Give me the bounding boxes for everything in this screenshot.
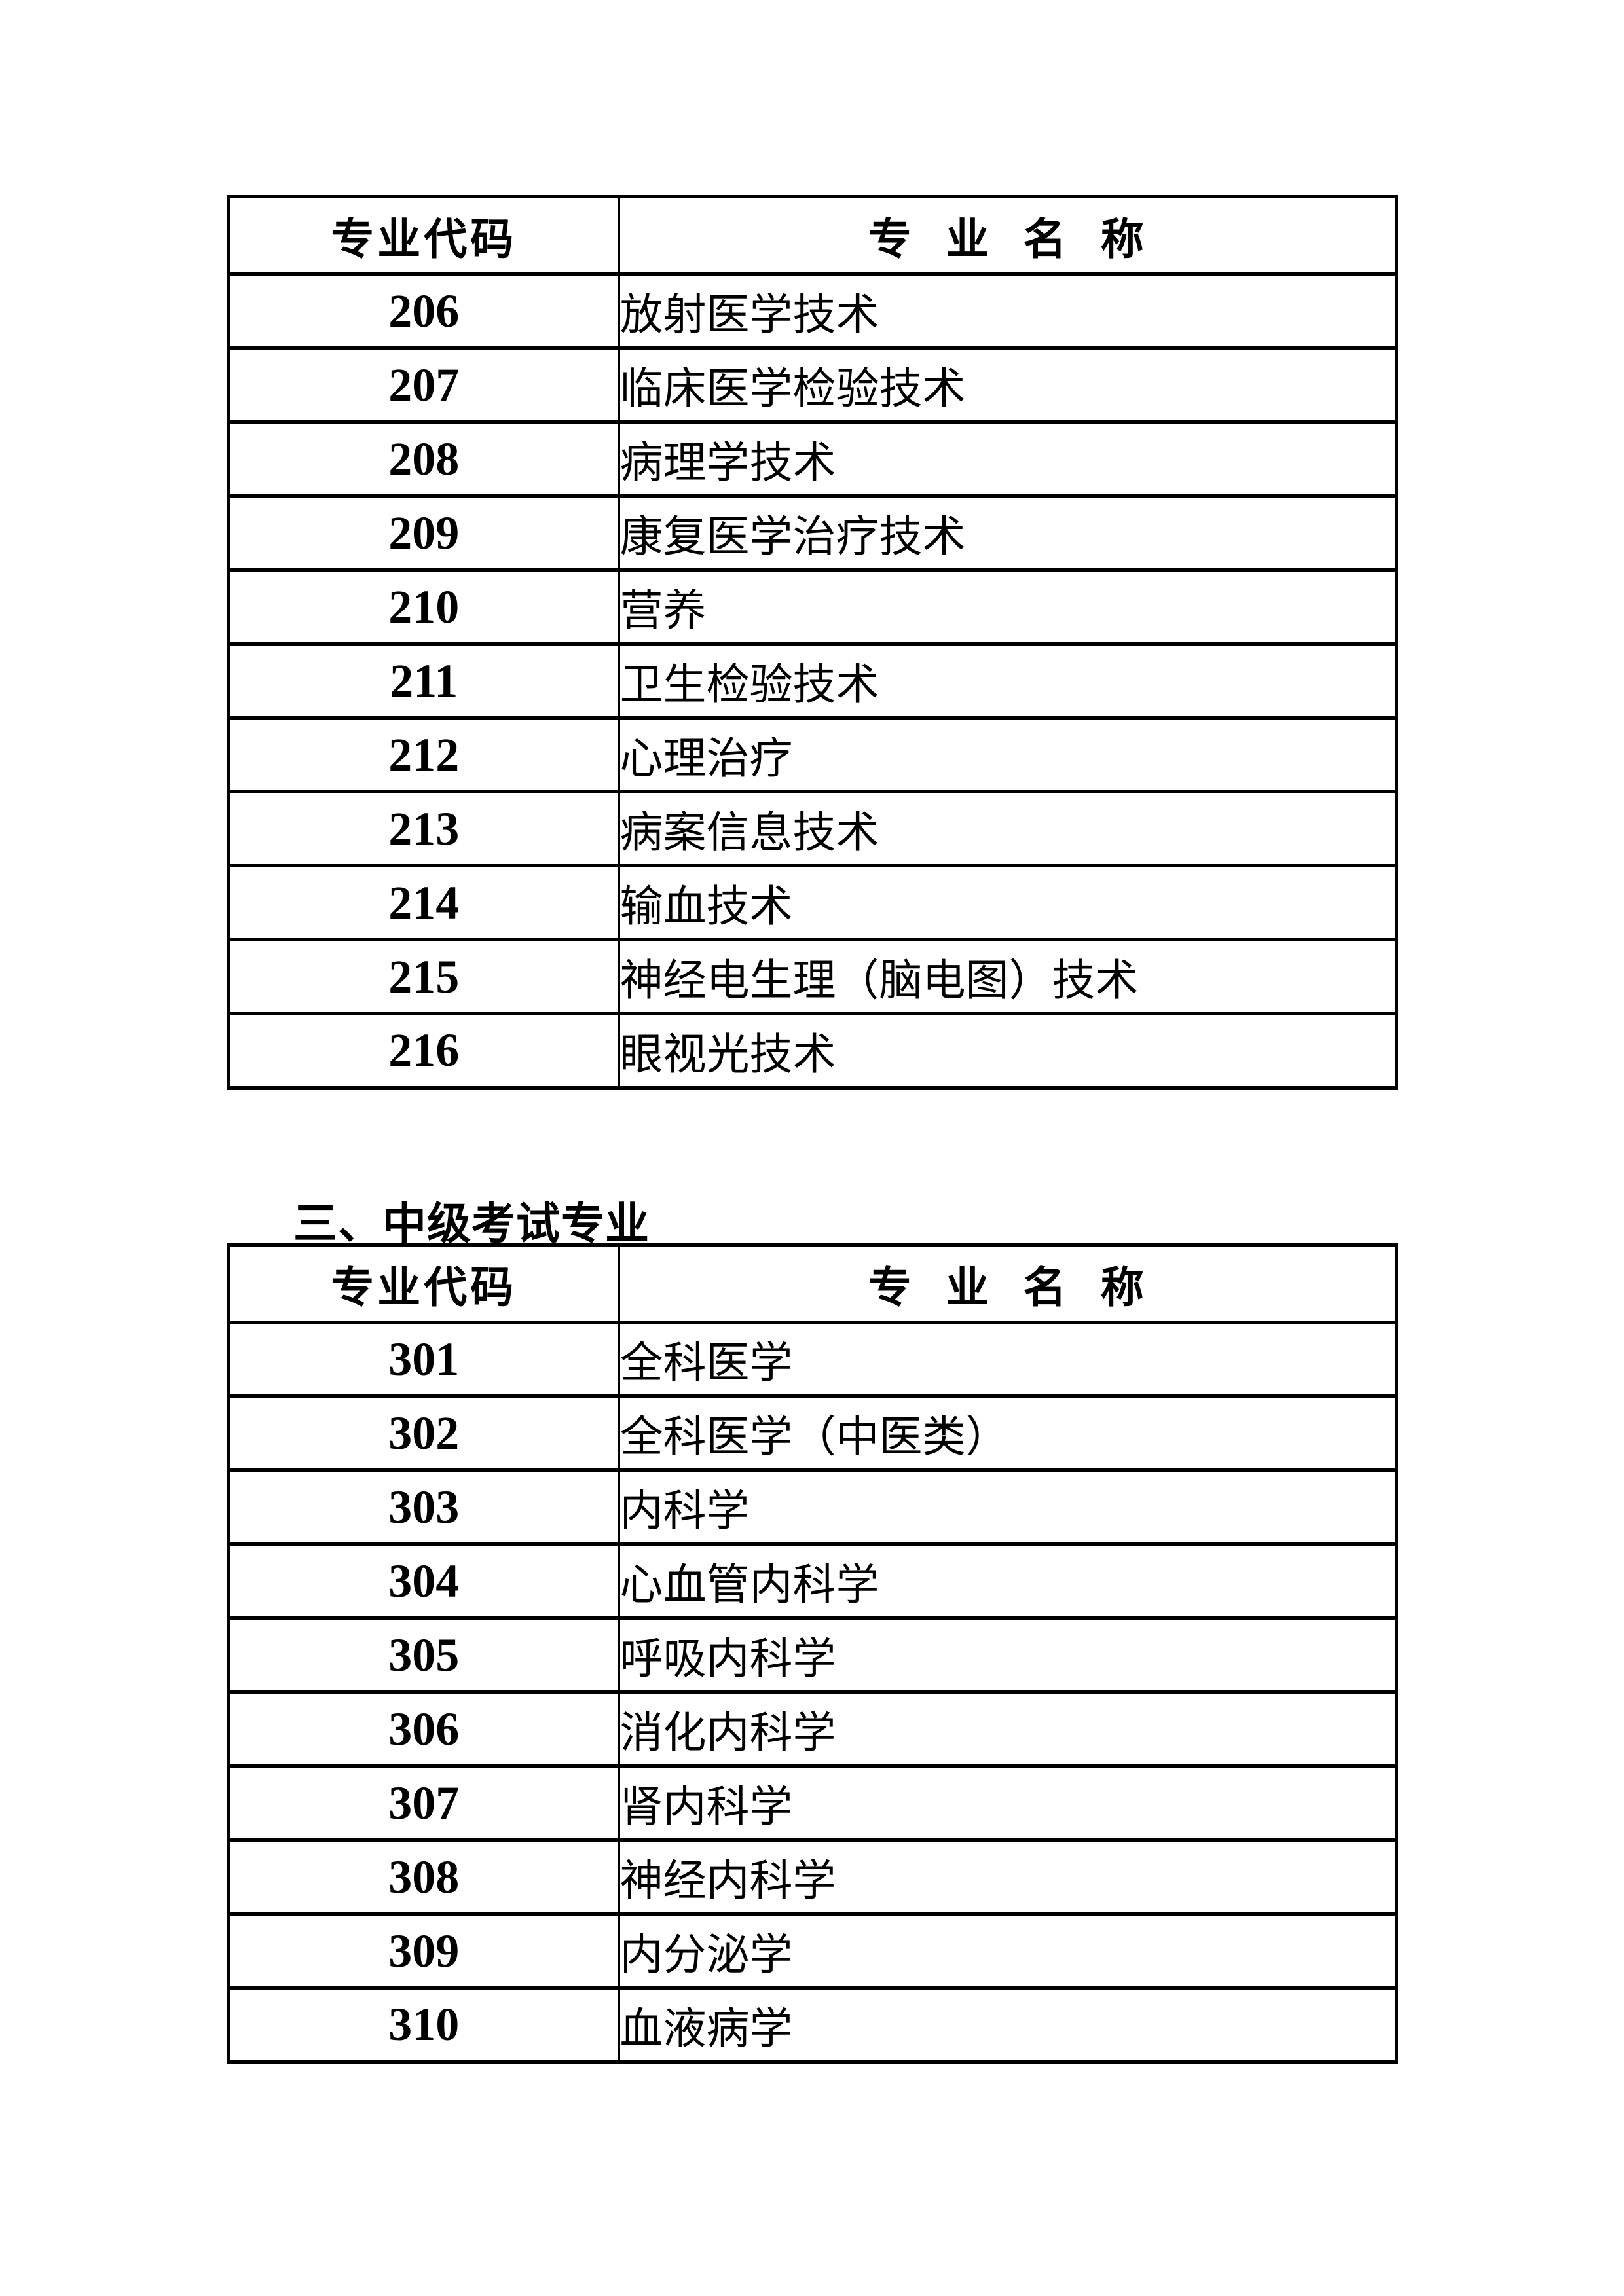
name-cell: 康复医学治疗技术 <box>618 494 1398 572</box>
table-row: 305 呼吸内科学 <box>227 1616 1398 1694</box>
name-cell: 肾内科学 <box>618 1764 1398 1842</box>
section-heading-intermediate-exam: 三、中级考试专业 <box>293 1199 650 1248</box>
name-cell: 临床医学检验技术 <box>618 346 1398 424</box>
technician-exam-code-table: 专业代码 专 业 名 称 206 放射医学技术 207 临床医学检验技术 208 病理学技… <box>227 195 1398 1090</box>
name-cell: 心血管内科学 <box>618 1542 1398 1620</box>
code-cell: 309 <box>227 1912 620 1990</box>
code-cell: 302 <box>227 1394 620 1472</box>
table-row: 208 病理学技术 <box>227 420 1398 498</box>
code-cell: 214 <box>227 864 620 941</box>
name-cell: 神经电生理（脑电图）技术 <box>618 938 1398 1015</box>
table-row: 212 心理治疗 <box>227 716 1398 793</box>
code-cell: 306 <box>227 1690 620 1768</box>
table-row: 304 心血管内科学 <box>227 1542 1398 1620</box>
code-cell: 301 <box>227 1321 620 1398</box>
intermediate-exam-code-table: 专业代码 专 业 名 称 301 全科医学 302 全科医学（中医类） 303 内科学 30… <box>227 1243 1398 2064</box>
name-cell: 呼吸内科学 <box>618 1616 1398 1694</box>
name-cell: 病案信息技术 <box>618 790 1398 867</box>
code-cell: 209 <box>227 494 620 572</box>
code-cell: 216 <box>227 1012 620 1089</box>
code-cell: 304 <box>227 1542 620 1620</box>
table-row: 303 内科学 <box>227 1468 1398 1546</box>
table-row: 209 康复医学治疗技术 <box>227 494 1398 572</box>
table-row: 309 内分泌学 <box>227 1912 1398 1990</box>
code-cell: 305 <box>227 1616 620 1694</box>
name-cell: 卫生检验技术 <box>618 642 1398 720</box>
table-row: 306 消化内科学 <box>227 1690 1398 1768</box>
name-cell: 心理治疗 <box>618 716 1398 793</box>
code-column-header: 专业代码 <box>227 195 620 276</box>
table-row: 213 病案信息技术 <box>227 790 1398 867</box>
name-column-header: 专 业 名 称 <box>618 1243 1398 1324</box>
code-cell: 207 <box>227 346 620 424</box>
table-row: 301 全科医学 <box>227 1321 1398 1398</box>
name-column-header: 专 业 名 称 <box>618 195 1398 276</box>
code-cell: 211 <box>227 642 620 720</box>
name-cell: 营养 <box>618 568 1398 646</box>
code-cell: 210 <box>227 568 620 646</box>
table-row: 215 神经电生理（脑电图）技术 <box>227 938 1398 1015</box>
table-header-row: 专业代码 专 业 名 称 <box>227 195 1398 276</box>
name-cell: 全科医学 <box>618 1321 1398 1398</box>
name-cell: 输血技术 <box>618 864 1398 941</box>
code-cell: 213 <box>227 790 620 867</box>
table-row: 214 输血技术 <box>227 864 1398 941</box>
table-body: 206 放射医学技术 207 临床医学检验技术 208 病理学技术 209 康复医学治疗技术 2… <box>227 272 1398 1089</box>
name-cell: 病理学技术 <box>618 420 1398 498</box>
code-cell: 303 <box>227 1468 620 1546</box>
table-row: 310 血液病学 <box>227 1986 1398 2064</box>
name-cell: 内科学 <box>618 1468 1398 1546</box>
code-cell: 208 <box>227 420 620 498</box>
name-cell: 神经内科学 <box>618 1838 1398 1916</box>
code-cell: 215 <box>227 938 620 1015</box>
code-cell: 310 <box>227 1986 620 2064</box>
name-cell: 血液病学 <box>618 1986 1398 2064</box>
code-column-header: 专业代码 <box>227 1243 620 1324</box>
table-row: 211 卫生检验技术 <box>227 642 1398 720</box>
table-header-row: 专业代码 专 业 名 称 <box>227 1243 1398 1324</box>
table-row: 308 神经内科学 <box>227 1838 1398 1916</box>
table-row: 302 全科医学（中医类） <box>227 1394 1398 1472</box>
table-row: 207 临床医学检验技术 <box>227 346 1398 424</box>
name-cell: 内分泌学 <box>618 1912 1398 1990</box>
table-row: 216 眼视光技术 <box>227 1012 1398 1089</box>
code-cell: 212 <box>227 716 620 793</box>
name-cell: 放射医学技术 <box>618 272 1398 350</box>
code-cell: 308 <box>227 1838 620 1916</box>
name-cell: 眼视光技术 <box>618 1012 1398 1089</box>
code-cell: 307 <box>227 1764 620 1842</box>
table-row: 307 肾内科学 <box>227 1764 1398 1842</box>
code-cell: 206 <box>227 272 620 350</box>
name-cell: 消化内科学 <box>618 1690 1398 1768</box>
table-row: 210 营养 <box>227 568 1398 646</box>
table-body: 301 全科医学 302 全科医学（中医类） 303 内科学 304 心血管内科学 305 呼吸内… <box>227 1321 1398 2064</box>
name-cell: 全科医学（中医类） <box>618 1394 1398 1472</box>
table-row: 206 放射医学技术 <box>227 272 1398 350</box>
